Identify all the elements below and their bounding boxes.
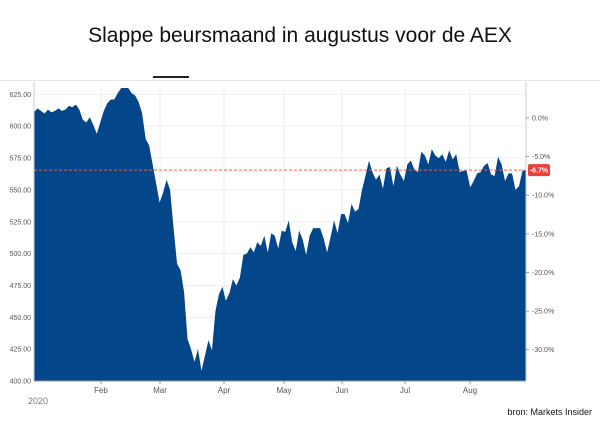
- top-rule: [0, 80, 600, 81]
- x-tick-label: Apr: [218, 386, 231, 395]
- chart-title: Slappe beursmaand in augustus voor de AE…: [88, 24, 512, 47]
- y-right-tick-label: -25.0%: [532, 309, 554, 316]
- y-left-tick-label: 500.00: [10, 251, 32, 258]
- reference-badge-label: -6.7%: [530, 168, 549, 175]
- title-underline: [153, 76, 189, 78]
- y-left-tick-label: 550.00: [10, 187, 32, 194]
- y-right-tick-label: -5.0%: [532, 154, 550, 161]
- x-tick-label: Aug: [463, 386, 477, 395]
- y-right-tick-label: 0.0%: [532, 115, 548, 122]
- x-tick-label: Jul: [400, 386, 410, 395]
- y-left-tick-label: 475.00: [10, 283, 32, 290]
- y-left-tick-label: 450.00: [10, 315, 32, 322]
- aex-area-series: [34, 88, 526, 381]
- y-left-tick-label: 575.00: [10, 156, 32, 163]
- y-right-tick-label: -10.0%: [532, 193, 554, 200]
- x-tick-label: Mar: [153, 386, 167, 395]
- y-right-tick-label: -30.0%: [532, 347, 554, 354]
- left-y-axis: 625.00 600.00 575.00 550.00 525.00 500.00 475.…: [10, 82, 526, 386]
- y-left-tick-label: 400.00: [10, 379, 32, 386]
- reference-badge: [528, 164, 550, 177]
- reference-line-group: -6.7%: [34, 164, 550, 177]
- y-left-tick-label: 525.00: [10, 219, 32, 226]
- y-right-tick-label: -20.0%: [532, 270, 554, 277]
- y-left-tick-label: 425.00: [10, 347, 32, 354]
- year-label: 2020: [28, 396, 48, 406]
- x-tick-label: May: [276, 386, 291, 395]
- x-axis: Feb Mar Apr May Jun Jul Aug: [94, 381, 477, 395]
- source-note: bron: Markets Insider: [507, 407, 592, 417]
- y-right-tick-label: -15.0%: [532, 231, 554, 238]
- x-tick-label: Jun: [336, 386, 349, 395]
- right-y-axis: 0.0% -5.0% -10.0% -15.0% -20.0% -25.0% -30.0%: [525, 82, 554, 381]
- y-left-tick-label: 625.00: [10, 92, 32, 99]
- y-left-tick-label: 600.00: [10, 124, 32, 131]
- x-tick-label: Feb: [94, 386, 108, 395]
